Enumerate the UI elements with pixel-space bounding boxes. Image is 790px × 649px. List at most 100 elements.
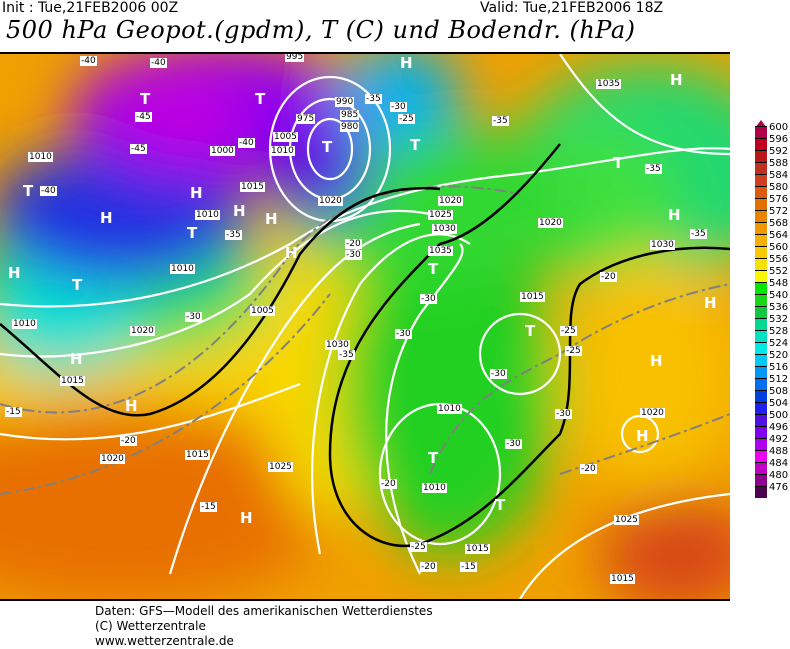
legend-label: 556 <box>769 254 789 265</box>
legend-label: 512 <box>769 374 789 385</box>
legend-label: 572 <box>769 206 789 217</box>
pressure-center-marker: T <box>140 90 151 108</box>
isobar-label: 975 <box>296 114 316 124</box>
legend-band <box>755 318 767 330</box>
legend-band <box>755 306 767 318</box>
isobar-label: 1015 <box>60 376 85 386</box>
temperature-label: -45 <box>130 144 147 154</box>
legend-band <box>755 378 767 390</box>
temperature-label: -20 <box>120 436 137 446</box>
legend-label: 548 <box>769 278 789 289</box>
legend-label: 516 <box>769 362 789 373</box>
temperature-label: -30 <box>390 102 407 112</box>
legend-label: 508 <box>769 386 789 397</box>
pressure-center-marker: H <box>233 202 246 220</box>
isobar-label: 1020 <box>130 326 155 336</box>
temperature-label: -30 <box>490 369 507 379</box>
footer-credits: Daten: GFS—Modell des amerikanischen Wet… <box>95 604 433 649</box>
temperature-label: -40 <box>150 58 167 68</box>
legend-label: 488 <box>769 446 789 457</box>
legend-band <box>755 414 767 426</box>
pressure-center-marker: H <box>190 184 203 202</box>
isobar-label: 1000 <box>210 146 235 156</box>
pressure-center-marker: H <box>240 509 253 527</box>
website-link[interactable]: www.wetterzentrale.de <box>95 634 234 648</box>
legend-band <box>755 354 767 366</box>
isobars <box>0 54 730 599</box>
isotherms <box>0 185 730 495</box>
pressure-center-marker: T <box>613 154 624 172</box>
valid-time: Valid: Tue,21FEB2006 18Z <box>480 0 664 16</box>
temperature-label: -45 <box>135 112 152 122</box>
pressure-center-marker: T <box>322 138 333 156</box>
temperature-label: -40 <box>40 186 57 196</box>
legend-label: 500 <box>769 410 789 421</box>
temperature-label: -35 <box>690 229 707 239</box>
isobar-label: 1015 <box>240 182 265 192</box>
legend-label: 596 <box>769 134 789 145</box>
isobar-label: 1030 <box>650 240 675 250</box>
pressure-center-marker: H <box>670 71 683 89</box>
isobar-label: 1020 <box>538 218 563 228</box>
legend-band <box>755 210 767 222</box>
isobar-label: 995 <box>285 52 305 62</box>
isobar-label: 1015 <box>185 450 210 460</box>
legend-label: 564 <box>769 230 789 241</box>
legend-band <box>755 258 767 270</box>
legend-label: 580 <box>769 182 789 193</box>
legend-label: 484 <box>769 458 789 469</box>
legend-band <box>755 330 767 342</box>
legend-label: 520 <box>769 350 789 361</box>
temperature-label: -30 <box>185 312 202 322</box>
temperature-label: -35 <box>492 116 509 126</box>
isobar-label: 1030 <box>432 224 457 234</box>
pressure-center-marker: H <box>265 210 278 228</box>
temperature-label: -40 <box>238 138 255 148</box>
pressure-center-marker: T <box>23 182 34 200</box>
temperature-label: -15 <box>200 502 217 512</box>
weather-map: 1035 995 990 985 980 975 1005 1000 1010 1010 1015 1… <box>0 52 730 601</box>
isobar-label: 1035 <box>428 246 453 256</box>
isobar-label: 1015 <box>610 574 635 584</box>
isobar-label: 1010 <box>12 319 37 329</box>
legend-band <box>755 390 767 402</box>
legend-band <box>755 186 767 198</box>
pressure-center-marker: T <box>428 260 439 278</box>
temperature-label: -25 <box>565 346 582 356</box>
map-title: 500 hPa Geopot.(gpdm), T (C) und Bodendr… <box>6 16 636 44</box>
temperature-label: -25 <box>410 542 427 552</box>
temperature-label: -35 <box>225 230 242 240</box>
legend-band <box>755 282 767 294</box>
legend-label: 496 <box>769 422 789 433</box>
legend-top-arrow <box>755 120 767 128</box>
isobar-label: 1010 <box>170 264 195 274</box>
legend-band <box>755 246 767 258</box>
legend-label: 576 <box>769 194 789 205</box>
legend-label: 476 <box>769 482 789 493</box>
temperature-label: -30 <box>395 329 412 339</box>
legend-band <box>755 474 767 486</box>
legend-label: 528 <box>769 326 789 337</box>
temperature-label: -40 <box>80 56 97 66</box>
isobar-label: 1030 <box>325 340 350 350</box>
temperature-label: -30 <box>505 439 522 449</box>
pressure-center-marker: T <box>410 136 421 154</box>
temperature-label: -20 <box>380 479 397 489</box>
legend-band <box>755 462 767 474</box>
legend-band <box>755 138 767 150</box>
temperature-label: -35 <box>338 350 355 360</box>
pressure-center-marker: H <box>285 244 298 262</box>
legend-label: 532 <box>769 314 789 325</box>
pressure-center-marker: H <box>636 427 649 445</box>
isobar-label: 1010 <box>195 210 220 220</box>
legend-label: 504 <box>769 398 789 409</box>
temperature-label: -20 <box>420 562 437 572</box>
temperature-label: -20 <box>600 272 617 282</box>
legend-band <box>755 342 767 354</box>
pressure-center-marker: H <box>100 209 113 227</box>
legend-label: 592 <box>769 146 789 157</box>
temperature-label: -25 <box>398 114 415 124</box>
pressure-center-marker: H <box>650 352 663 370</box>
isobar-label: 1025 <box>614 515 639 525</box>
legend-label: 540 <box>769 290 789 301</box>
